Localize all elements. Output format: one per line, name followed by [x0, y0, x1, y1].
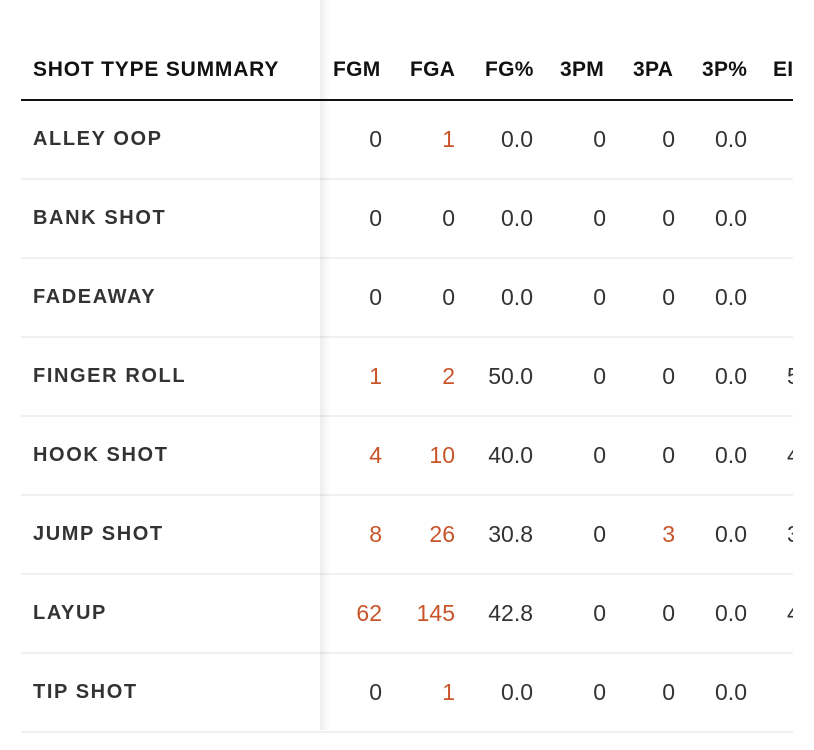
cell-3pm: 0 — [593, 600, 606, 626]
cell-fg-pct: 0.0 — [501, 679, 533, 705]
cell-3p-pct: 0.0 — [715, 126, 747, 152]
header-3p-pct[interactable]: 3P% — [702, 58, 748, 81]
cell-3pa: 0 — [662, 363, 675, 389]
cell-3p-pct: 0.0 — [715, 600, 747, 626]
row-label-shot-type: HOOK SHOT — [33, 444, 169, 466]
cell-3pa: 0 — [662, 284, 675, 310]
cell-efg-truncated: 5 — [787, 338, 793, 415]
cell-fgm: 0 — [369, 126, 382, 152]
row-label-shot-type: FADEAWAY — [33, 286, 157, 308]
cell-3pa[interactable]: 3 — [662, 521, 675, 547]
cell-efg-truncated: 4 — [787, 417, 793, 494]
cell-fg-pct: 40.0 — [488, 442, 533, 468]
row-label-shot-type: LAYUP — [33, 602, 107, 624]
cell-3pa: 0 — [662, 126, 675, 152]
cell-3p-pct: 0.0 — [715, 363, 747, 389]
table-row: BANK SHOT 0 0 0.0 0 0 0.0 — [21, 180, 793, 259]
header-fg-pct[interactable]: FG% — [485, 58, 534, 81]
cell-fga[interactable]: 10 — [429, 442, 455, 468]
cell-3pa: 0 — [662, 205, 675, 231]
cell-3pm: 0 — [593, 521, 606, 547]
header-fga[interactable]: FGA — [410, 58, 456, 81]
cell-fg-pct: 42.8 — [488, 600, 533, 626]
cell-fg-pct: 0.0 — [501, 205, 533, 231]
table-row: JUMP SHOT 8 26 30.8 0 3 0.0 3 — [21, 496, 793, 575]
cell-fgm: 0 — [369, 284, 382, 310]
cell-3p-pct: 0.0 — [715, 442, 747, 468]
cell-3pm: 0 — [593, 363, 606, 389]
cell-fg-pct: 0.0 — [501, 284, 533, 310]
table-row: LAYUP 62 145 42.8 0 0 0.0 4 — [21, 575, 793, 654]
cell-fgm[interactable]: 1 — [369, 363, 382, 389]
cell-fgm: 0 — [369, 679, 382, 705]
table-row: TIP SHOT 0 1 0.0 0 0 0.0 — [21, 654, 793, 733]
cell-fga: 0 — [442, 284, 455, 310]
cell-3pa: 0 — [662, 442, 675, 468]
cell-fg-pct: 30.8 — [488, 521, 533, 547]
row-label-shot-type: JUMP SHOT — [33, 523, 164, 545]
cell-fga[interactable]: 26 — [429, 521, 455, 547]
cell-fga[interactable]: 145 — [416, 600, 455, 626]
header-fgm[interactable]: FGM — [333, 58, 381, 81]
row-label-shot-type: ALLEY OOP — [33, 128, 163, 150]
cell-fga: 0 — [442, 205, 455, 231]
row-label-shot-type: FINGER ROLL — [33, 365, 187, 387]
cell-3pa: 0 — [662, 600, 675, 626]
header-efg-truncated[interactable]: EI — [773, 58, 793, 81]
cell-fg-pct: 50.0 — [488, 363, 533, 389]
table-row: FADEAWAY 0 0 0.0 0 0 0.0 — [21, 259, 793, 338]
cell-fgm[interactable]: 4 — [369, 442, 382, 468]
cell-3p-pct: 0.0 — [715, 521, 747, 547]
header-shot-type-summary[interactable]: SHOT TYPE SUMMARY — [33, 58, 280, 81]
header-3pm[interactable]: 3PM — [560, 58, 605, 81]
cell-3pm: 0 — [593, 679, 606, 705]
shot-type-summary-table: SHOT TYPE SUMMARY FGM FGA FG% 3PM 3PA 3P… — [21, 0, 793, 750]
cell-efg-truncated: 3 — [787, 496, 793, 573]
cell-fgm: 0 — [369, 205, 382, 231]
cell-3pm: 0 — [593, 205, 606, 231]
header-3pa[interactable]: 3PA — [633, 58, 674, 81]
cell-3pa: 0 — [662, 679, 675, 705]
cell-3p-pct: 0.0 — [715, 205, 747, 231]
cell-3pm: 0 — [593, 126, 606, 152]
cell-fga[interactable]: 1 — [442, 679, 455, 705]
cell-3pm: 0 — [593, 442, 606, 468]
table-header-row: SHOT TYPE SUMMARY FGM FGA FG% 3PM 3PA 3P… — [21, 0, 793, 101]
cell-fga[interactable]: 1 — [442, 126, 455, 152]
cell-efg-truncated: 4 — [787, 575, 793, 652]
table-row: FINGER ROLL 1 2 50.0 0 0 0.0 5 — [21, 338, 793, 417]
table-row: HOOK SHOT 4 10 40.0 0 0 0.0 4 — [21, 417, 793, 496]
cell-fg-pct: 0.0 — [501, 126, 533, 152]
cell-fgm[interactable]: 8 — [369, 521, 382, 547]
cell-3p-pct: 0.0 — [715, 679, 747, 705]
row-label-shot-type: TIP SHOT — [33, 681, 138, 703]
cell-3pm: 0 — [593, 284, 606, 310]
cell-fgm[interactable]: 62 — [356, 600, 382, 626]
cell-fga[interactable]: 2 — [442, 363, 455, 389]
table-row: ALLEY OOP 0 1 0.0 0 0 0.0 — [21, 101, 793, 180]
cell-3p-pct: 0.0 — [715, 284, 747, 310]
row-label-shot-type: BANK SHOT — [33, 207, 167, 229]
